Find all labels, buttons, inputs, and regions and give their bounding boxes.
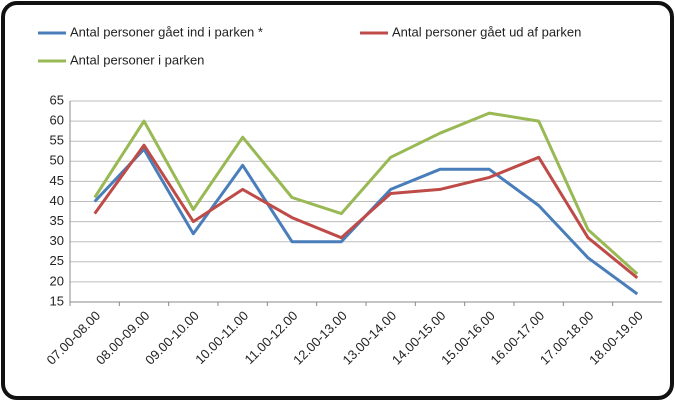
y-tick-label: 40	[50, 193, 64, 208]
y-tick-label: 35	[50, 213, 64, 228]
legend-label: Antal personer i parken	[70, 52, 204, 67]
y-tick-label: 50	[50, 153, 64, 168]
y-tick-label: 60	[50, 113, 64, 128]
y-tick-label: 45	[50, 173, 64, 188]
y-tick-label: 25	[50, 253, 64, 268]
y-tick-label: 30	[50, 233, 64, 248]
series-line	[93, 143, 639, 280]
legend-label: Antal personer gået ind i parken *	[70, 24, 263, 39]
legend-label: Antal personer gået ud af parken	[392, 24, 581, 39]
series-line	[93, 111, 639, 276]
y-tick-label: 65	[50, 92, 64, 107]
y-tick-label: 20	[50, 273, 64, 288]
y-tick-label: 55	[50, 133, 64, 148]
y-tick-label: 15	[50, 293, 64, 308]
